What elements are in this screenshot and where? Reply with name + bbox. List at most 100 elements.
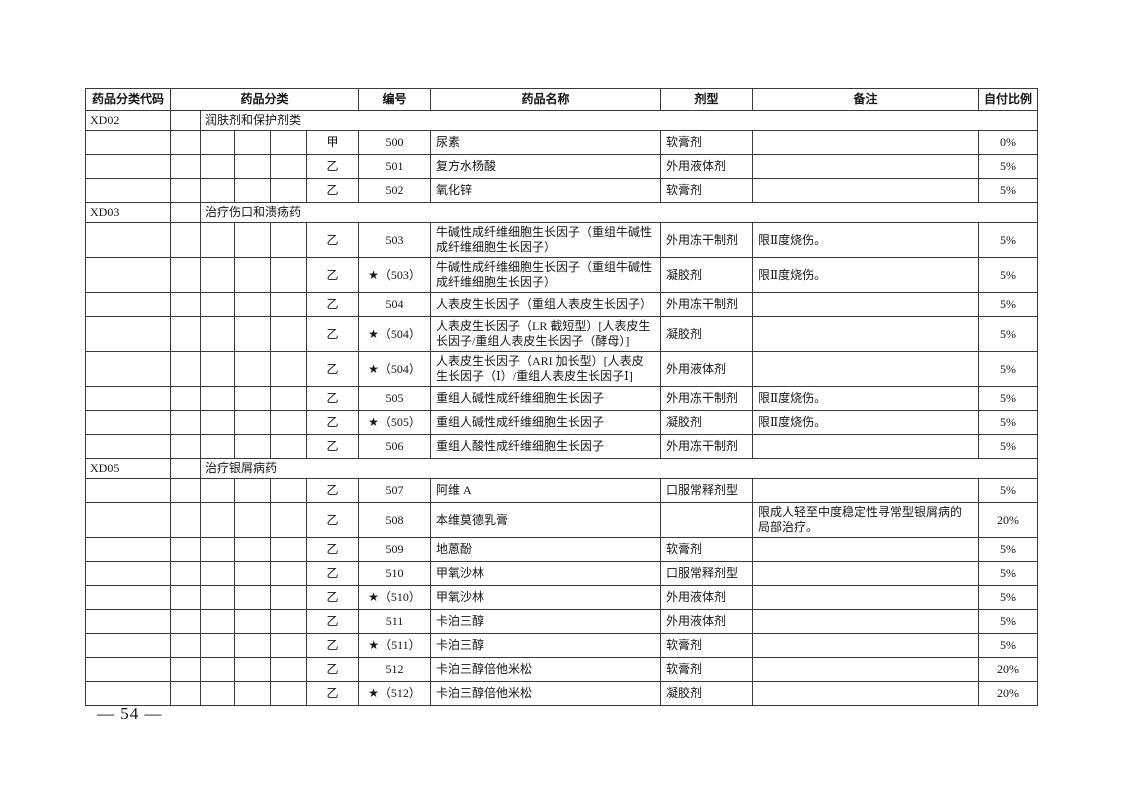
class-cell: 乙	[306, 681, 359, 706]
number-cell: 511	[358, 609, 431, 634]
empty-cell	[200, 410, 235, 435]
empty-cell	[234, 585, 271, 610]
class-cell: 乙	[306, 351, 359, 387]
category-title-cell: 润肤剂和保护剂类	[200, 110, 1038, 131]
drug-row: 乙 501 复方水杨酸 外用液体剂 5%	[85, 154, 1038, 179]
empty-cell	[234, 478, 271, 503]
dosage-form-cell: 软膏剂	[660, 537, 753, 562]
drug-row: 乙 504 人表皮生长因子（重组人表皮生长因子） 外用冻干制剂 5%	[85, 292, 1038, 317]
empty-cell	[234, 410, 271, 435]
empty-cell	[200, 434, 235, 459]
drug-name-cell: 卡泊三醇倍他米松	[430, 657, 661, 682]
empty-cell	[200, 386, 235, 411]
dosage-form-cell: 外用冻干制剂	[660, 434, 753, 459]
drug-row: 乙 511 卡泊三醇 外用液体剂 5%	[85, 609, 1038, 634]
ratio-cell: 5%	[978, 257, 1038, 293]
drug-row: 乙 512 卡泊三醇倍他米松 软膏剂 20%	[85, 657, 1038, 682]
empty-cell	[270, 130, 307, 155]
empty-cell	[270, 434, 307, 459]
empty-cell	[85, 257, 171, 293]
drug-row: 乙 502 氧化锌 软膏剂 5%	[85, 178, 1038, 203]
empty-cell	[170, 222, 201, 258]
empty-cell	[170, 110, 201, 131]
number-cell: ★（504）	[358, 351, 431, 387]
dosage-form-cell: 外用冻干制剂	[660, 292, 753, 317]
number-cell: 508	[358, 502, 431, 538]
number-cell: 503	[358, 222, 431, 258]
ratio-cell: 5%	[978, 585, 1038, 610]
empty-cell	[170, 292, 201, 317]
empty-cell	[270, 410, 307, 435]
drug-row: 乙 ★（510） 甲氧沙林 外用液体剂 5%	[85, 585, 1038, 610]
empty-cell	[170, 657, 201, 682]
empty-cell	[85, 609, 171, 634]
ratio-cell: 20%	[978, 657, 1038, 682]
section-row: XD02 润肤剂和保护剂类	[85, 110, 1038, 131]
empty-cell	[234, 257, 271, 293]
empty-cell	[170, 633, 201, 658]
class-cell: 乙	[306, 609, 359, 634]
drug-row: 乙 ★（503） 牛碱性成纤维细胞生长因子（重组牛碱性成纤维细胞生长因子） 凝胶剂 限Ⅱ…	[85, 257, 1038, 293]
empty-cell	[270, 609, 307, 634]
drug-name-cell: 氧化锌	[430, 178, 661, 203]
empty-cell	[234, 537, 271, 562]
empty-cell	[200, 478, 235, 503]
empty-cell	[85, 585, 171, 610]
dosage-form-cell: 口服常释剂型	[660, 478, 753, 503]
column-header: 药品分类代码	[85, 88, 171, 111]
empty-cell	[234, 502, 271, 538]
empty-cell	[234, 633, 271, 658]
empty-cell	[170, 434, 201, 459]
section-row: XD05 治疗银屑病药	[85, 458, 1038, 479]
page-number: — 54 —	[97, 704, 163, 723]
drug-name-cell: 本维莫德乳膏	[430, 502, 661, 538]
remark-cell	[752, 609, 979, 634]
remark-cell	[752, 178, 979, 203]
empty-cell	[234, 154, 271, 179]
class-cell: 乙	[306, 292, 359, 317]
empty-cell	[85, 537, 171, 562]
empty-cell	[170, 202, 201, 223]
number-cell: 506	[358, 434, 431, 459]
column-header: 备注	[752, 88, 979, 111]
empty-cell	[85, 502, 171, 538]
remark-cell	[752, 130, 979, 155]
drug-row: 乙 506 重组人酸性成纤维细胞生长因子 外用冻干制剂 5%	[85, 434, 1038, 459]
remark-cell	[752, 154, 979, 179]
drug-name-cell: 阿维 A	[430, 478, 661, 503]
empty-cell	[200, 609, 235, 634]
empty-cell	[200, 292, 235, 317]
remark-cell	[752, 633, 979, 658]
ratio-cell: 5%	[978, 478, 1038, 503]
empty-cell	[85, 154, 171, 179]
drug-name-cell: 卡泊三醇	[430, 633, 661, 658]
empty-cell	[200, 537, 235, 562]
drug-name-cell: 人表皮生长因子（LR 截短型）[人表皮生长因子/重组人表皮生长因子（酵母）]	[430, 316, 661, 352]
dosage-form-cell: 软膏剂	[660, 633, 753, 658]
dosage-form-cell: 软膏剂	[660, 130, 753, 155]
empty-cell	[170, 410, 201, 435]
drug-name-cell: 重组人酸性成纤维细胞生长因子	[430, 434, 661, 459]
drug-row: 甲 500 尿素 软膏剂 0%	[85, 130, 1038, 155]
dosage-form-cell: 软膏剂	[660, 178, 753, 203]
dosage-form-cell: 凝胶剂	[660, 257, 753, 293]
remark-cell	[752, 292, 979, 317]
remark-cell	[752, 478, 979, 503]
empty-cell	[170, 386, 201, 411]
drug-row: 乙 503 牛碱性成纤维细胞生长因子（重组牛碱性成纤维细胞生长因子） 外用冻干制剂 限Ⅱ…	[85, 222, 1038, 258]
number-cell: 507	[358, 478, 431, 503]
drug-name-cell: 重组人碱性成纤维细胞生长因子	[430, 410, 661, 435]
empty-cell	[85, 130, 171, 155]
empty-cell	[200, 585, 235, 610]
drug-row: 乙 505 重组人碱性成纤维细胞生长因子 外用冻干制剂 限Ⅱ度烧伤。 5%	[85, 386, 1038, 411]
drug-row: 乙 ★（511） 卡泊三醇 软膏剂 5%	[85, 633, 1038, 658]
remark-cell	[752, 537, 979, 562]
empty-cell	[170, 681, 201, 706]
drug-name-cell: 复方水杨酸	[430, 154, 661, 179]
remark-cell	[752, 681, 979, 706]
empty-cell	[170, 458, 201, 479]
empty-cell	[270, 633, 307, 658]
number-cell: 509	[358, 537, 431, 562]
empty-cell	[170, 351, 201, 387]
